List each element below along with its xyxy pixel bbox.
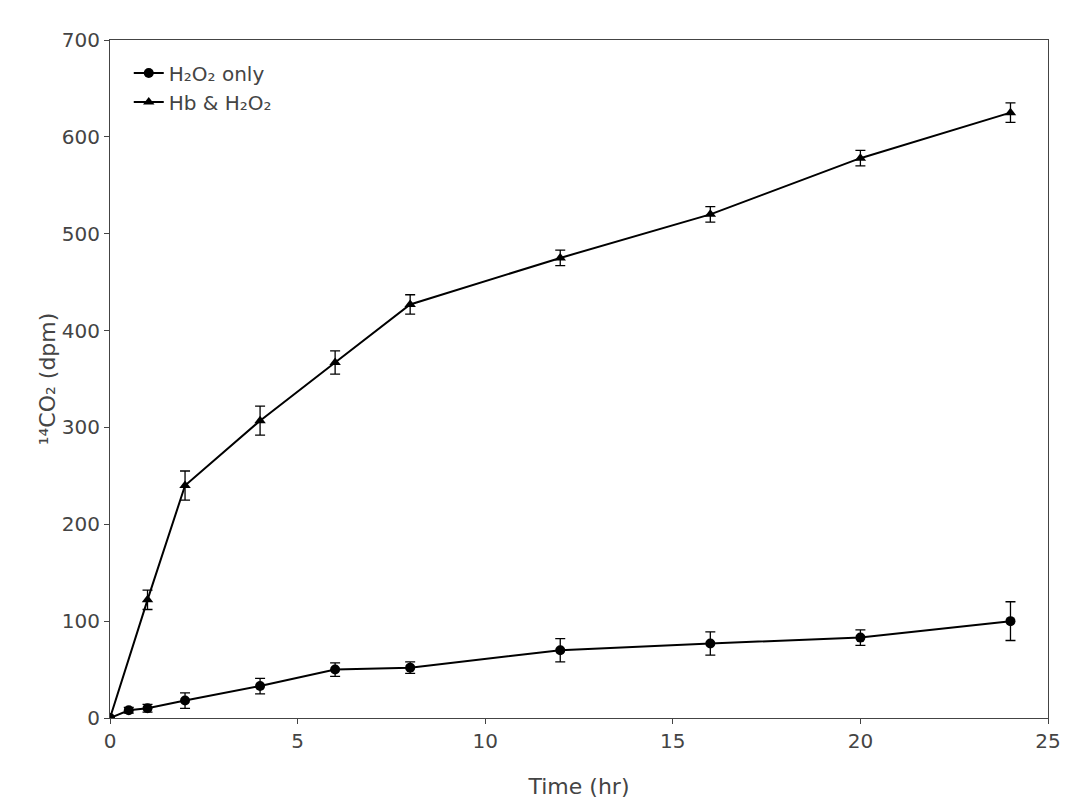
svg-text:700: 700 — [62, 28, 100, 52]
svg-text:H₂O₂ only: H₂O₂ only — [169, 62, 265, 86]
svg-text:0: 0 — [87, 706, 100, 730]
svg-text:5: 5 — [291, 729, 304, 753]
svg-text:15: 15 — [660, 729, 685, 753]
svg-text:Time (hr): Time (hr) — [528, 774, 630, 799]
svg-text:Hb & H₂O₂: Hb & H₂O₂ — [169, 91, 272, 115]
svg-text:20: 20 — [848, 729, 873, 753]
svg-text:0: 0 — [104, 729, 117, 753]
svg-text:¹⁴CO₂ (dpm): ¹⁴CO₂ (dpm) — [35, 313, 60, 446]
svg-text:200: 200 — [62, 512, 100, 536]
svg-text:600: 600 — [62, 125, 100, 149]
svg-text:300: 300 — [62, 415, 100, 439]
svg-text:25: 25 — [1035, 729, 1060, 753]
svg-text:10: 10 — [472, 729, 497, 753]
svg-text:100: 100 — [62, 609, 100, 633]
svg-text:500: 500 — [62, 222, 100, 246]
svg-text:400: 400 — [62, 319, 100, 343]
